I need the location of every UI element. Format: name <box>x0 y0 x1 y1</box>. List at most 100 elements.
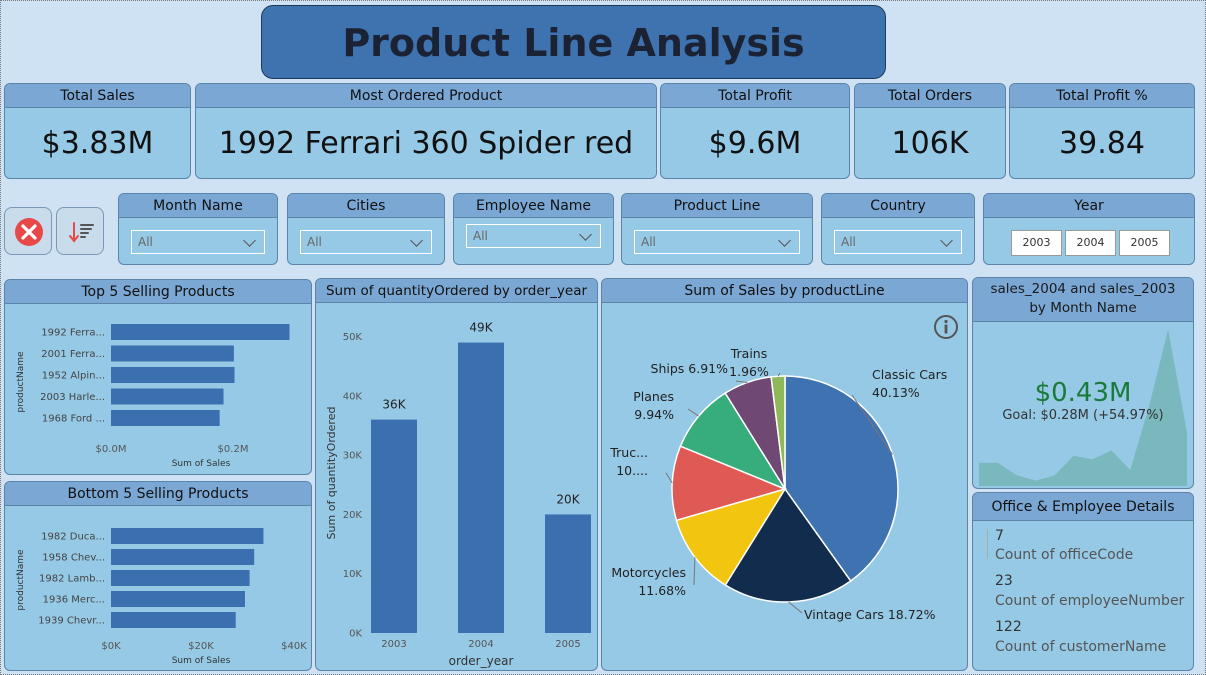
dropdown-value: All <box>641 235 656 249</box>
leader-line <box>693 557 696 586</box>
customer-count-value: 122 <box>995 619 1022 635</box>
y-tick-label: 1952 Alpin... <box>42 371 105 382</box>
pie-label: 10.... <box>616 463 648 478</box>
office-details-panel: Office & Employee Details 7 Count of off… <box>972 492 1194 671</box>
chevron-down-icon <box>579 228 592 241</box>
slicer-country: Country All <box>821 193 975 265</box>
x-tick-label: 2003 <box>381 639 406 650</box>
employee-count-value: 23 <box>995 573 1013 589</box>
y-tick-label: 40K <box>343 391 363 402</box>
chevron-down-icon <box>410 234 423 247</box>
employee-dropdown[interactable]: All <box>466 224 601 248</box>
y-tick-label: 20K <box>343 510 363 521</box>
leader-line <box>665 472 673 484</box>
leader-line <box>687 408 699 417</box>
dropdown-value: All <box>473 229 488 243</box>
y-tick-label: 2003 Harle... <box>40 392 105 403</box>
y-tick-label: 0K <box>349 629 362 640</box>
y-tick-label: 30K <box>343 451 363 462</box>
kpi-value: 39.84 <box>1059 126 1145 161</box>
pie-slice <box>770 375 786 490</box>
slicer-label: Product Line <box>622 194 812 218</box>
kpi-label: Total Sales <box>5 84 190 108</box>
pie-label: Ships 6.91% <box>651 361 729 376</box>
pie-label: Classic Cars <box>872 367 947 382</box>
page-title: Product Line Analysis <box>261 5 886 79</box>
country-dropdown[interactable]: All <box>834 230 962 254</box>
year-option-2005[interactable]: 2005 <box>1119 230 1170 256</box>
bar <box>111 549 255 565</box>
kpi-total-orders: Total Orders 106K <box>854 83 1006 179</box>
pie-label: 40.13% <box>872 385 920 400</box>
pie-label: Planes <box>633 389 674 404</box>
bar <box>111 410 220 426</box>
cities-dropdown[interactable]: All <box>300 230 432 254</box>
clear-filters-button[interactable] <box>4 207 52 255</box>
sort-button[interactable] <box>56 207 104 255</box>
divider <box>987 529 988 559</box>
year-option-2003[interactable]: 2003 <box>1011 230 1062 256</box>
pie-label: Truc... <box>609 445 648 460</box>
slicer-label: Year <box>984 194 1194 218</box>
year-option-2004[interactable]: 2004 <box>1065 230 1116 256</box>
kpi-total-profit: Total Profit $9.6M <box>660 83 850 179</box>
kpi-total-sales: Total Sales $3.83M <box>4 83 191 179</box>
info-icon[interactable] <box>932 313 960 341</box>
sales-area-chart <box>979 329 1187 486</box>
bar <box>111 324 290 340</box>
bottom5-bar-chart: productName Sum of Sales $0K $20K $40K 1… <box>16 528 307 666</box>
y-tick-label: 1936 Merc... <box>43 595 105 606</box>
kpi-label: Total Profit <box>661 84 849 108</box>
kpi-total-profit-pct: Total Profit % 39.84 <box>1009 83 1195 179</box>
kpi-value: $9.6M <box>708 126 802 161</box>
bar <box>458 342 504 633</box>
y-tick-label: 1968 Ford ... <box>42 414 105 425</box>
slicer-product-line: Product Line All <box>621 193 813 265</box>
bar <box>545 514 591 633</box>
customer-count-label: Count of customerName <box>995 639 1167 655</box>
dropdown-value: All <box>307 235 322 249</box>
slicer-month-name: Month Name All <box>118 193 278 265</box>
y-tick-label: 1992 Ferra... <box>41 328 105 339</box>
chart-title: Top 5 Selling Products <box>5 280 311 304</box>
x-tick-label: $0K <box>101 641 121 652</box>
slicer-year: Year 2003 2004 2005 <box>983 193 1195 265</box>
quantity-bar-chart: 0K 10K 20K 30K 40K 50K Sum of quantityOrdered o… <box>325 321 591 668</box>
slicer-cities: Cities All <box>287 193 445 265</box>
chart-title: Sum of Sales by productLine <box>602 279 967 303</box>
bar <box>111 528 264 544</box>
pie-label: 9.94% <box>634 407 674 422</box>
kpi-card-title: sales_2004 and sales_2003 by Month Name <box>973 278 1193 322</box>
bar <box>111 570 250 586</box>
y-tick-label: 50K <box>343 332 363 343</box>
y-tick-label: 1939 Chevr... <box>38 616 105 627</box>
bar <box>111 591 245 607</box>
bottom5-chart-panel: Bottom 5 Selling Products productName Su… <box>4 481 312 671</box>
top5-chart-panel: Top 5 Selling Products productName Sum o… <box>4 279 312 475</box>
x-tick-label: $40K <box>281 641 307 652</box>
chart-title: Bottom 5 Selling Products <box>5 482 311 506</box>
data-label: 49K <box>469 321 493 335</box>
y-axis-title: Sum of quantityOrdered <box>325 407 338 540</box>
pie-label: Trains <box>730 346 768 361</box>
sort-descending-icon <box>69 222 94 243</box>
chevron-down-icon <box>243 234 256 247</box>
data-label: 20K <box>556 492 580 506</box>
sales-kpi-card: sales_2004 and sales_2003 by Month Name … <box>972 277 1194 489</box>
kpi-card-value: $0.43M <box>1034 378 1132 408</box>
slicer-label: Country <box>822 194 974 218</box>
leader-line <box>777 372 781 377</box>
sales-pie-chart: Classic Cars 40.13% Vintage Cars 18.72% Mot… <box>609 346 947 622</box>
x-axis-title: order_year <box>449 654 514 668</box>
kpi-label: Total Orders <box>855 84 1005 108</box>
y-tick-label: 1982 Lamb... <box>39 574 105 585</box>
pie-label: 1.96% <box>729 364 769 379</box>
kpi-card-title-line2: by Month Name <box>1029 300 1137 316</box>
chevron-down-icon <box>778 234 791 247</box>
kpi-label: Most Ordered Product <box>196 84 656 108</box>
month-dropdown[interactable]: All <box>131 230 265 254</box>
y-tick-label: 1958 Chev... <box>42 553 105 564</box>
product-line-dropdown[interactable]: All <box>634 230 800 254</box>
leader-line <box>851 394 894 455</box>
slicer-label: Employee Name <box>454 194 613 218</box>
